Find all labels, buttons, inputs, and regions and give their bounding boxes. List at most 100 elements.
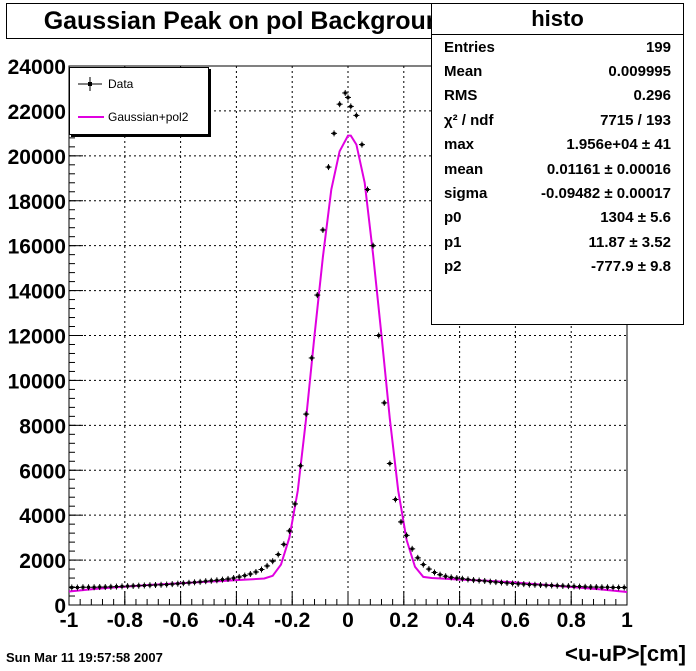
- data-point: [448, 574, 455, 581]
- y-tick-label: 2000: [19, 550, 66, 573]
- chart-title: Gaussian Peak on pol Background: [6, 3, 494, 39]
- stats-label: RMS: [444, 87, 478, 105]
- data-point: [225, 575, 232, 582]
- data-point: [303, 411, 310, 418]
- data-point: [621, 584, 628, 591]
- stats-row: mean 0.01161 ± 0.00016: [432, 157, 683, 181]
- data-point: [180, 580, 187, 587]
- x-tick-label: -1: [60, 609, 79, 632]
- data-point: [610, 584, 617, 591]
- stats-label: p2: [444, 258, 462, 276]
- stats-value: 7715 / 193: [600, 111, 671, 129]
- legend-label-fit: Gaussian+pol2: [108, 110, 189, 124]
- stats-row: χ² / ndf 7715 / 193: [432, 108, 683, 132]
- data-point: [146, 582, 153, 589]
- stats-label: sigma: [444, 185, 488, 203]
- y-tick-label: 22000: [8, 101, 66, 124]
- data-points: [68, 89, 628, 591]
- data-point: [481, 577, 488, 584]
- data-point: [241, 572, 248, 579]
- x-tick-label: -0.6: [163, 609, 199, 632]
- data-point: [398, 518, 405, 525]
- x-tick-label: 0.4: [445, 609, 475, 632]
- data-point: [308, 354, 315, 361]
- stats-value: 1.956e+04 ± 41: [566, 136, 671, 154]
- data-point: [85, 584, 92, 591]
- data-point: [314, 292, 321, 299]
- data-point: [537, 582, 544, 589]
- data-point: [152, 582, 159, 589]
- data-point: [280, 541, 287, 548]
- stats-label: max: [444, 136, 475, 154]
- x-tick-label: -0.2: [274, 609, 310, 632]
- data-point: [403, 532, 410, 539]
- y-tick-label: 4000: [19, 505, 66, 528]
- x-axis: -1 -0.8 -0.6 -0.4 -0.2 0 0.2 0.4 0.6 0.8 1: [60, 591, 633, 632]
- data-point: [487, 578, 494, 585]
- data-point: [515, 580, 522, 587]
- stats-row: Mean 0.009995: [432, 59, 683, 83]
- fit-line-path: [68, 134, 628, 593]
- data-point: [420, 561, 427, 568]
- x-tick-label: 1: [621, 609, 633, 632]
- data-point: [336, 101, 343, 108]
- data-point: [141, 582, 148, 589]
- stats-row: p2 -777.9 ± 9.8: [432, 255, 683, 279]
- data-point: [414, 554, 421, 561]
- data-point: [185, 579, 192, 586]
- data-point: [208, 577, 215, 584]
- legend-label-data: Data: [108, 77, 134, 91]
- data-point: [119, 583, 126, 590]
- y-tick-label: 24000: [8, 56, 66, 79]
- data-point: [163, 581, 170, 588]
- y-tick-label: 18000: [8, 191, 66, 214]
- data-point: [130, 582, 137, 589]
- data-point: [174, 580, 181, 587]
- data-point: [492, 579, 499, 586]
- stats-title: histo: [432, 4, 683, 35]
- stats-label: Mean: [444, 63, 483, 81]
- data-point: [325, 164, 332, 171]
- data-point: [107, 583, 114, 590]
- data-point: [135, 582, 142, 589]
- data-point: [548, 582, 555, 589]
- legend-fit-line: [78, 116, 104, 118]
- data-point: [370, 242, 377, 249]
- data-point: [96, 584, 103, 591]
- stats-row: RMS 0.296: [432, 84, 683, 108]
- stats-value: -777.9 ± 9.8: [591, 258, 671, 276]
- data-point: [531, 581, 538, 588]
- data-point: [375, 332, 382, 339]
- data-point: [598, 584, 605, 591]
- data-point: [386, 460, 393, 467]
- legend-data-marker: [78, 77, 102, 91]
- datestamp: Sun Mar 11 19:57:58 2007: [6, 650, 163, 665]
- data-point: [604, 584, 611, 591]
- y-tick-label: 14000: [8, 281, 66, 304]
- data-point: [331, 130, 338, 137]
- legend-entry-fit: Gaussian+pol2: [70, 101, 208, 134]
- data-point: [526, 581, 533, 588]
- data-point: [79, 584, 86, 591]
- legend-entry-data: Data: [70, 68, 208, 101]
- data-point: [269, 558, 276, 565]
- data-point: [264, 562, 271, 569]
- stats-value: 0.01161 ± 0.00016: [546, 160, 671, 178]
- data-point: [342, 89, 349, 96]
- y-tick-label: 8000: [19, 415, 66, 438]
- data-point: [498, 579, 505, 586]
- y-tick-label: 6000: [19, 460, 66, 483]
- x-tick-label: 0.8: [557, 609, 587, 632]
- data-point: [576, 583, 583, 590]
- data-point: [68, 584, 75, 591]
- data-point: [158, 581, 165, 588]
- stats-label: Entries: [444, 38, 495, 56]
- data-point: [520, 581, 527, 588]
- x-tick-label: -0.8: [107, 609, 144, 632]
- data-point: [286, 527, 293, 534]
- data-point: [102, 584, 109, 591]
- data-point: [442, 573, 449, 580]
- data-point: [124, 583, 131, 590]
- stats-label: χ² / ndf: [444, 111, 494, 129]
- data-point: [230, 575, 237, 582]
